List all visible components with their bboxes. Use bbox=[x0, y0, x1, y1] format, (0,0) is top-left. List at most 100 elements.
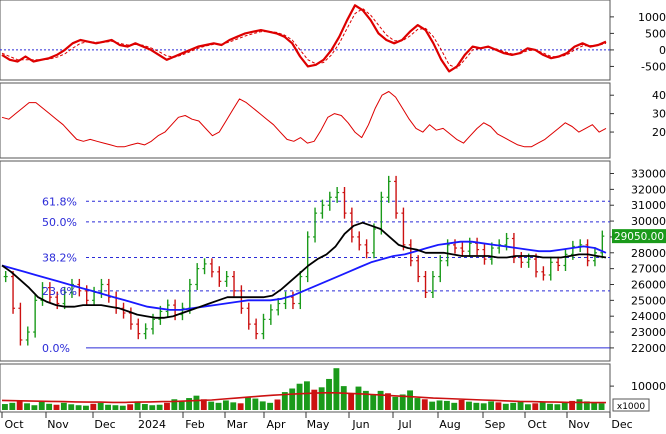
volume-bar bbox=[598, 403, 605, 410]
volume-bar bbox=[267, 402, 274, 410]
volume-bar bbox=[296, 383, 303, 410]
tick-label-10: 23000 bbox=[631, 326, 666, 339]
volume-bar bbox=[245, 397, 251, 410]
tick-label-7: 26000 bbox=[631, 278, 666, 291]
volume-bar bbox=[90, 403, 97, 410]
date-label-1: Nov bbox=[47, 418, 69, 431]
volume-bar bbox=[370, 394, 377, 410]
date-label-0: Oct bbox=[4, 418, 24, 431]
tick-label-3: 30000 bbox=[631, 215, 666, 228]
volume-bar bbox=[436, 400, 443, 410]
tick-label-3: -500 bbox=[641, 60, 666, 73]
tick-label-6: 27000 bbox=[631, 263, 666, 276]
date-label-4: Feb bbox=[185, 418, 204, 431]
volume-bar bbox=[46, 403, 53, 410]
rsi-panel: 40 30 20 bbox=[0, 82, 666, 159]
fib-label-0: 61.8% bbox=[42, 195, 77, 208]
volume-bar bbox=[532, 403, 539, 410]
volume-bar bbox=[421, 399, 428, 410]
tick-label-1: 30 bbox=[652, 108, 666, 121]
volume-bar bbox=[517, 400, 524, 410]
date-label-10: Aug bbox=[439, 418, 460, 431]
volume-bar bbox=[561, 402, 568, 410]
volume-bar bbox=[119, 405, 126, 410]
volume-bar bbox=[340, 386, 347, 410]
current-price-label: 29050.00 bbox=[614, 231, 664, 243]
volume-bar bbox=[451, 402, 458, 410]
date-axis: Oct Nov Dec 2024 Feb Mar Apr May Jun Jul Aug Sep Oct… bbox=[1, 412, 633, 431]
volume-bar bbox=[75, 405, 82, 410]
volume-bar bbox=[524, 404, 531, 410]
rsi-series-0 bbox=[1, 91, 607, 148]
fib-label-2: 38.2% bbox=[42, 252, 77, 265]
volume-bar bbox=[156, 404, 163, 410]
volume-bar bbox=[38, 401, 45, 410]
volume-bar bbox=[178, 400, 185, 410]
volume-bar bbox=[362, 390, 369, 410]
tick-label-0: 10000 bbox=[631, 380, 666, 393]
tick-label-0: 33000 bbox=[631, 168, 666, 181]
volume-ma-line bbox=[1, 391, 606, 404]
date-label-12: Oct bbox=[527, 418, 547, 431]
volume-bar bbox=[60, 402, 67, 410]
date-label-14: Dec bbox=[611, 418, 632, 431]
volume-bar bbox=[215, 402, 222, 410]
volume-bar bbox=[458, 399, 465, 410]
volume-bar bbox=[399, 394, 406, 410]
volume-bar bbox=[2, 404, 8, 410]
osc-series-1 bbox=[1, 8, 607, 69]
volume-bar bbox=[9, 402, 16, 410]
date-label-2: Dec bbox=[94, 418, 115, 431]
volume-bar bbox=[68, 404, 75, 410]
date-label-13: Nov bbox=[568, 418, 590, 431]
volume-bar bbox=[348, 393, 355, 410]
volume-bar bbox=[355, 386, 362, 410]
current-price-flag bbox=[612, 229, 666, 244]
tick-label-1: 500 bbox=[645, 27, 666, 40]
volume-bar bbox=[576, 399, 583, 410]
volume-bar bbox=[414, 398, 421, 410]
ma-short-line bbox=[1, 221, 607, 319]
date-label-11: Sep bbox=[485, 418, 506, 431]
volume-unit-label: x1000 bbox=[617, 402, 646, 412]
volume-bar bbox=[83, 405, 89, 410]
volume-bar bbox=[186, 398, 193, 410]
volume-bar bbox=[281, 392, 288, 410]
volume-bar bbox=[97, 402, 104, 410]
volume-bar bbox=[392, 396, 399, 410]
tick-label-0: 1000 bbox=[638, 11, 666, 24]
tick-label-5: 28000 bbox=[631, 247, 666, 260]
volume-bar bbox=[429, 401, 436, 410]
date-label-3: 2024 bbox=[138, 418, 166, 431]
date-label-9: Jul bbox=[397, 418, 411, 431]
tick-label-9: 24000 bbox=[631, 310, 666, 323]
volume-bar bbox=[488, 401, 495, 410]
volume-bar bbox=[230, 402, 237, 410]
volume-bar bbox=[208, 401, 215, 410]
volume-bar bbox=[547, 403, 553, 410]
volume-bar bbox=[237, 403, 244, 410]
unit-box bbox=[612, 398, 650, 412]
oscillator-panel: 1000 500 0 -500 bbox=[0, 0, 666, 81]
date-label-6: Apr bbox=[266, 418, 286, 431]
volume-bar bbox=[304, 381, 310, 410]
volume-bar bbox=[252, 398, 259, 410]
volume-bar bbox=[326, 378, 332, 410]
volume-bar bbox=[583, 401, 590, 410]
volume-bar bbox=[105, 404, 111, 410]
volume-bar bbox=[289, 388, 296, 410]
volume-bar bbox=[502, 403, 509, 410]
volume-bar bbox=[591, 402, 598, 410]
volume-bar bbox=[554, 404, 561, 410]
fib-label-1: 50.0% bbox=[42, 216, 77, 229]
tick-label-1: 32000 bbox=[631, 183, 666, 196]
tick-label-2: 0 bbox=[659, 44, 666, 57]
date-label-7: May bbox=[307, 418, 330, 431]
volume-bar bbox=[569, 400, 576, 410]
date-label-8: Jun bbox=[351, 418, 369, 431]
volume-bar bbox=[24, 403, 30, 410]
volume-bar bbox=[333, 368, 340, 410]
volume-panel: 10000 x1000 bbox=[0, 363, 666, 413]
volume-bar bbox=[377, 390, 384, 410]
